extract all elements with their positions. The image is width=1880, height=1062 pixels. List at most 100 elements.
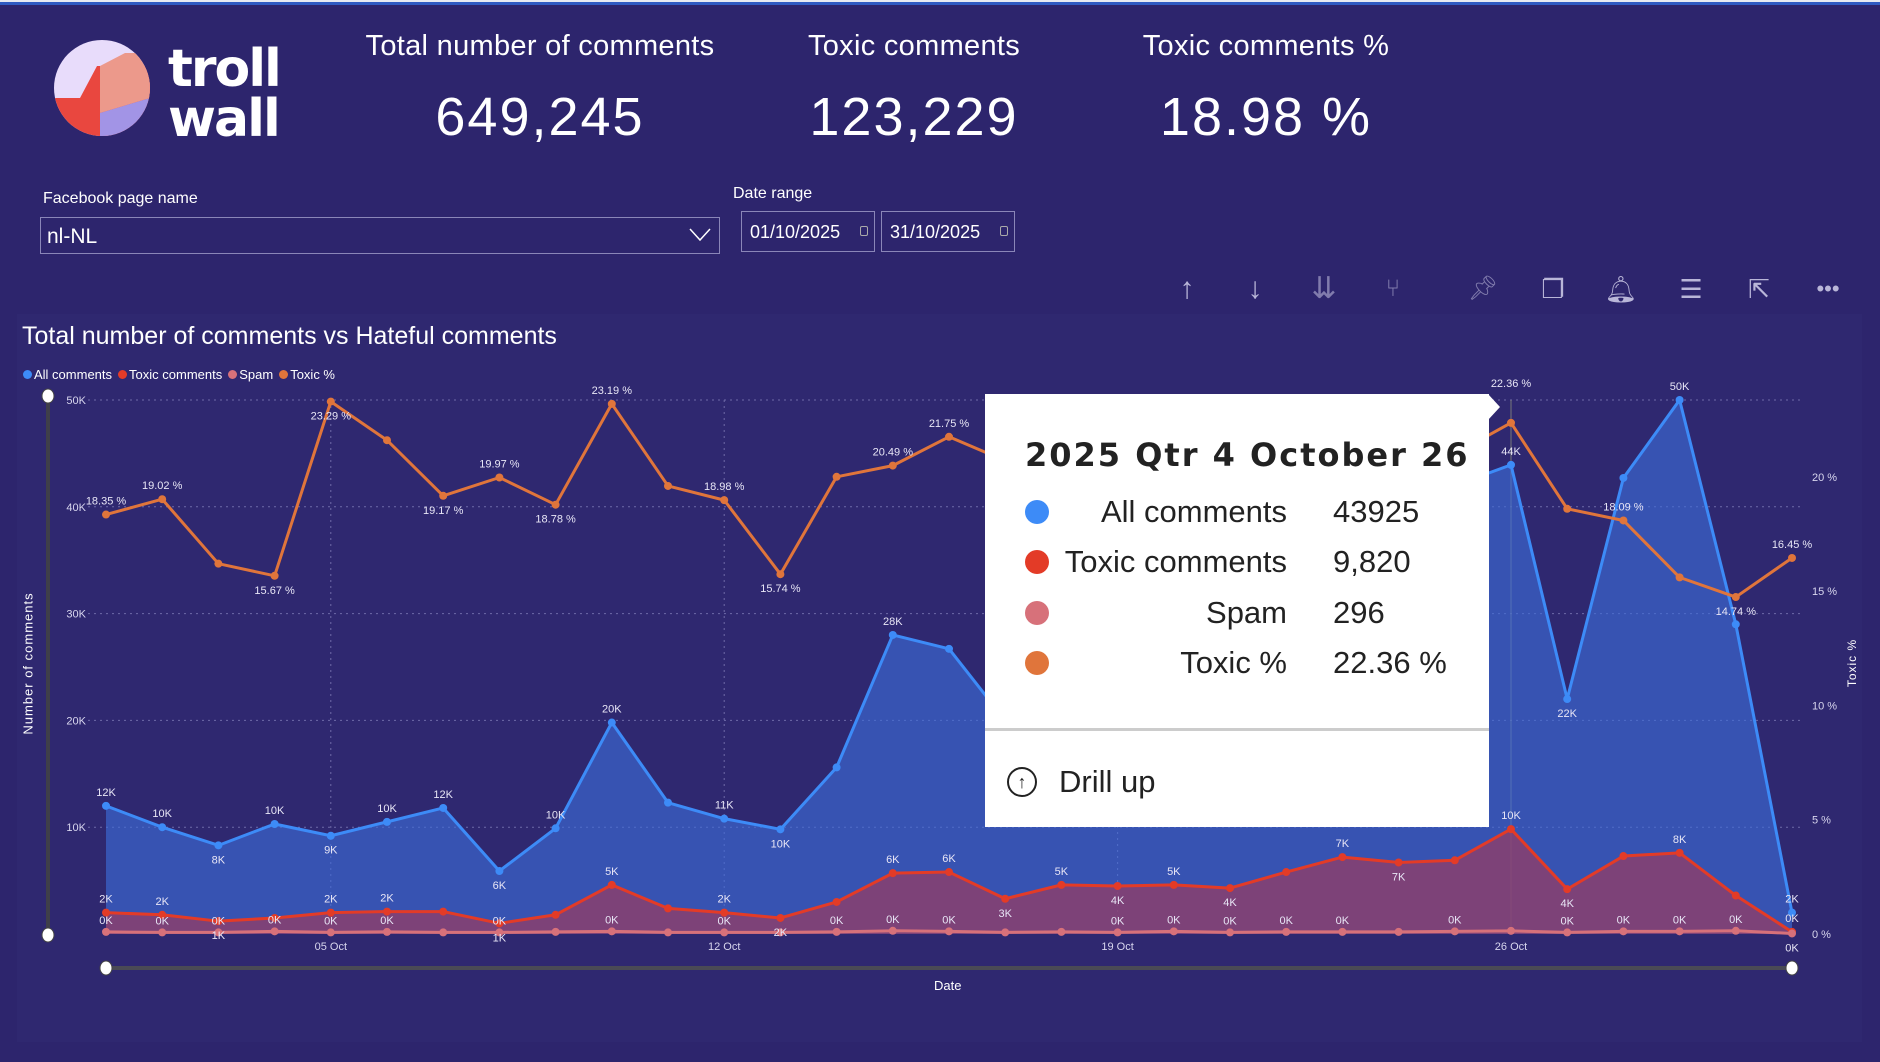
y-tick-label: 30K (66, 609, 86, 621)
y2-tick-label: 0 % (1812, 929, 1831, 941)
toxic-comments-point (1619, 852, 1628, 861)
top-border (0, 0, 1880, 5)
pin-icon[interactable]: 📌︎ (1467, 275, 1499, 302)
spam-point (1731, 926, 1740, 935)
spam-point (495, 928, 504, 937)
toxic-comments-point (1226, 884, 1234, 893)
y-tick-label: 20K (66, 715, 86, 727)
slider-handle (41, 388, 55, 404)
spam-point (383, 927, 391, 936)
slider-handle (1785, 960, 1799, 976)
data-label: 18.35 % (86, 496, 127, 508)
legend-item[interactable]: All comments (23, 367, 112, 382)
filter-icon[interactable]: ☰ (1679, 274, 1703, 304)
drill-up-arrow-icon[interactable]: ↑ (1179, 272, 1195, 305)
copy-icon[interactable]: ❐ (1541, 274, 1565, 304)
data-label: 2K (380, 893, 394, 905)
arrow-up-circle-icon: ↑ (1007, 767, 1037, 797)
legend-item[interactable]: Toxic % (279, 367, 335, 382)
data-label: 0K (1729, 914, 1743, 926)
toxic-point (664, 481, 672, 490)
all-comments-point (1675, 396, 1684, 404)
data-label: 0K (886, 914, 900, 926)
spam-point (1450, 927, 1459, 936)
data-label: 6K (493, 880, 507, 892)
data-label: 0K (380, 915, 394, 927)
all-comments-point (1731, 620, 1740, 629)
toxic-point (945, 432, 953, 441)
date-from-value: 01/10/2025 (750, 222, 841, 242)
date-to-input[interactable]: 31/10/2025 (881, 211, 1015, 252)
page-filter-value: nl-NL (47, 225, 98, 248)
data-label: 0K (493, 915, 507, 927)
toxic-comments-point (664, 904, 672, 913)
all-comments-point (1507, 460, 1515, 469)
toxic-comments-point (776, 913, 785, 922)
spam-point (214, 928, 223, 937)
data-label: 0K (942, 914, 956, 926)
date-to-value: 31/10/2025 (890, 222, 981, 242)
calendar-icon[interactable] (1000, 226, 1008, 236)
focus-mode-icon[interactable]: ⇱ (1748, 274, 1770, 304)
y-tick-label: 50K (66, 395, 86, 407)
data-label: 19.17 % (423, 505, 464, 517)
toxic-point (326, 397, 335, 406)
data-label: 15.74 % (760, 583, 801, 595)
data-label: 3K (998, 908, 1012, 920)
x-tick-label: 12 Oct (708, 941, 740, 953)
toxic-comments-point (720, 908, 729, 917)
data-label: 2K (717, 894, 731, 906)
toxic-comments-point (1001, 894, 1010, 903)
toxic-comments-point (495, 919, 504, 928)
all-comments-point (551, 824, 560, 833)
toxic-point (270, 571, 279, 580)
toxic-comments-point (1450, 856, 1459, 865)
slider-handle (99, 960, 113, 976)
drill-down-arrow-icon[interactable]: ↓ (1247, 272, 1263, 305)
spam-point (945, 927, 953, 936)
data-label: 18.78 % (535, 514, 576, 526)
calendar-icon[interactable] (860, 226, 868, 236)
bell-icon[interactable]: 🔔︎ (1604, 274, 1638, 304)
legend-item[interactable]: Toxic comments (118, 367, 222, 382)
toxic-comments-point (326, 908, 335, 917)
x-tick-label: 19 Oct (1101, 941, 1133, 953)
data-label: 0K (1673, 914, 1687, 926)
data-label: 0K (1279, 915, 1293, 927)
toxic-comments-area (106, 829, 1792, 934)
spam-point (1001, 928, 1010, 937)
y2-axis-title: Toxic % (1845, 638, 1859, 688)
spam-point (551, 927, 560, 936)
data-label: 6K (886, 854, 900, 866)
go-to-next-level-icon[interactable]: ⇊ (1311, 272, 1337, 305)
data-label: 22K (1557, 708, 1577, 720)
data-label: 2K (774, 927, 788, 939)
tooltip-row-toxic: Toxic comments 9,820 (985, 544, 1489, 584)
toxic-comments-point (1282, 868, 1291, 877)
toxic-comments-point (383, 907, 391, 916)
all-comments-point (495, 866, 504, 875)
toxic-comments-point (1338, 853, 1347, 862)
data-label: 14.74 % (1716, 606, 1757, 618)
kpi-toxic-value: 123,229 (809, 87, 1019, 147)
toxic-point (607, 399, 616, 408)
drill-up-button[interactable]: ↑ Drill up (1007, 764, 1155, 800)
data-label: 2K (99, 894, 113, 906)
date-from-input[interactable]: 01/10/2025 (741, 211, 875, 252)
expand-hierarchy-icon[interactable]: ⑂ (1385, 275, 1401, 302)
svg-text:troll: troll (168, 39, 280, 99)
page-filter-dropdown[interactable]: nl-NL (40, 217, 720, 254)
toxic-point (1675, 573, 1684, 582)
all-comments-point (607, 718, 616, 727)
data-label: 0K (1560, 915, 1574, 927)
spam-point (1226, 928, 1234, 937)
more-options-icon[interactable]: ••• (1816, 276, 1840, 301)
chart-title: Total number of comments vs Hateful comm… (22, 322, 557, 350)
legend-item[interactable]: Spam (228, 367, 273, 382)
data-label: 0K (1448, 914, 1462, 926)
all-comments-point (439, 803, 448, 812)
data-label: 10K (377, 803, 397, 815)
tooltip-title: 2025 Qtr 4 October 26 (1025, 436, 1470, 474)
toxic-point (383, 436, 391, 445)
